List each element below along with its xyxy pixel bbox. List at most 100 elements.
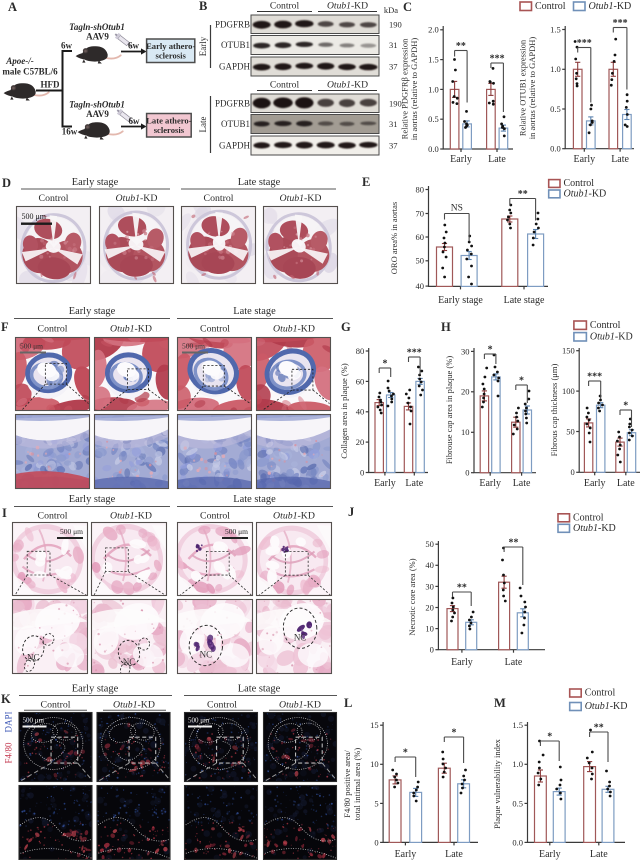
svg-text:Otub1-KD: Otub1-KD: [327, 1, 368, 12]
svg-text:Control: Control: [585, 688, 616, 699]
svg-text:Collagen area in plaque (%): Collagen area in plaque (%): [339, 363, 349, 459]
svg-text:40: 40: [356, 407, 365, 417]
svg-text:1.0: 1.0: [512, 759, 523, 769]
svg-text:F4/80: F4/80: [4, 742, 14, 764]
svg-text:Late: Late: [590, 849, 608, 860]
svg-text:Plaque vulnerability index: Plaque vulnerability index: [492, 738, 502, 828]
svg-text:500 μm: 500 μm: [182, 342, 205, 351]
svg-text:Relative OTUB1 expression: Relative OTUB1 expression: [518, 39, 528, 136]
svg-text:Control: Control: [270, 1, 300, 12]
svg-text:Tagln-shOtub1: Tagln-shOtub1: [69, 100, 125, 110]
svg-text:37: 37: [389, 141, 398, 151]
svg-text:NC: NC: [200, 650, 213, 660]
svg-text:H: H: [441, 320, 451, 334]
svg-text:J: J: [348, 505, 354, 519]
svg-text:1.5: 1.5: [428, 54, 439, 64]
svg-text:Control: Control: [41, 700, 71, 711]
svg-text:Early athero-: Early athero-: [146, 41, 195, 51]
svg-text:Otub1-KD: Otub1-KD: [113, 700, 155, 711]
svg-text:80: 80: [416, 184, 425, 194]
svg-text:NS: NS: [451, 204, 463, 214]
svg-text:Otub1-KD: Otub1-KD: [116, 193, 158, 204]
svg-text:B: B: [199, 0, 207, 13]
svg-text:sclerosis: sclerosis: [155, 51, 186, 61]
svg-text:Control: Control: [204, 193, 234, 204]
svg-text:***: ***: [587, 372, 602, 383]
svg-text:Control: Control: [207, 700, 237, 711]
svg-text:Control: Control: [38, 511, 68, 522]
svg-text:500 μm: 500 μm: [188, 717, 210, 725]
svg-text:D: D: [2, 176, 11, 190]
svg-text:NC: NC: [294, 632, 307, 642]
svg-text:Fibrous cap thickness (μm): Fibrous cap thickness (μm): [549, 364, 559, 457]
svg-text:1.0: 1.0: [550, 64, 561, 74]
svg-text:Otub1-KD: Otub1-KD: [280, 193, 322, 204]
svg-text:50: 50: [425, 539, 434, 549]
svg-text:Early stage: Early stage: [69, 494, 116, 505]
svg-text:*: *: [623, 401, 628, 412]
svg-text:Late: Late: [611, 154, 629, 165]
svg-text:500 μm: 500 μm: [23, 717, 45, 725]
svg-text:60: 60: [416, 232, 425, 242]
svg-text:total intimal area (%): total intimal area (%): [352, 748, 362, 821]
svg-text:Otub1-KD: Otub1-KD: [327, 80, 368, 91]
svg-text:Tagln-shOtub1: Tagln-shOtub1: [69, 22, 125, 32]
svg-text:G: G: [341, 320, 351, 334]
svg-text:E: E: [362, 175, 370, 189]
svg-text:10: 10: [370, 759, 379, 769]
svg-text:20: 20: [356, 437, 365, 447]
svg-text:Late stage: Late stage: [238, 684, 281, 695]
svg-text:*: *: [547, 732, 552, 743]
svg-text:Otub1-KD: Otub1-KD: [590, 332, 633, 343]
svg-text:500 μm: 500 μm: [22, 212, 47, 221]
svg-text:I: I: [2, 506, 7, 520]
svg-text:Control: Control: [590, 320, 621, 331]
svg-text:*: *: [403, 748, 408, 759]
svg-text:0.0: 0.0: [550, 144, 561, 154]
svg-text:Late: Late: [513, 478, 531, 489]
svg-text:0.5: 0.5: [512, 798, 523, 808]
svg-text:in aortas (relative to GAPDH): in aortas (relative to GAPDH): [527, 37, 537, 140]
svg-text:5: 5: [374, 798, 378, 808]
svg-text:500 μm: 500 μm: [20, 342, 43, 351]
svg-text:50: 50: [566, 426, 575, 436]
svg-text:Otub1-KD: Otub1-KD: [110, 324, 152, 335]
svg-text:L: L: [344, 696, 352, 710]
svg-text:1.0: 1.0: [428, 84, 439, 94]
svg-text:Control: Control: [564, 178, 595, 189]
svg-text:0.5: 0.5: [428, 114, 439, 124]
svg-text:70: 70: [416, 208, 425, 218]
svg-text:6w: 6w: [61, 41, 73, 51]
svg-text:Late stage: Late stage: [233, 306, 276, 317]
svg-text:**: **: [456, 41, 466, 52]
svg-text:Control: Control: [38, 324, 68, 335]
svg-text:Early: Early: [539, 849, 561, 860]
svg-text:10: 10: [425, 623, 434, 633]
svg-text:GAPDH: GAPDH: [219, 62, 251, 72]
svg-text:Early stage: Early stage: [438, 295, 483, 306]
svg-text:0: 0: [360, 467, 364, 477]
svg-text:*: *: [488, 345, 493, 356]
svg-text:Otub1-KD: Otub1-KD: [585, 701, 628, 712]
svg-text:Late: Late: [505, 657, 523, 668]
svg-text:100: 100: [562, 386, 575, 396]
svg-text:C: C: [403, 0, 412, 14]
svg-text:Relative PDGFRβ expression: Relative PDGFRβ expression: [400, 38, 410, 139]
svg-text:0: 0: [374, 837, 378, 847]
svg-text:20: 20: [425, 602, 434, 612]
svg-text:Late stage: Late stage: [504, 295, 545, 306]
svg-text:Late: Late: [198, 117, 208, 133]
svg-text:20: 20: [461, 387, 470, 397]
svg-text:Otub1-KD: Otub1-KD: [110, 511, 152, 522]
svg-text:kDa: kDa: [384, 5, 398, 15]
svg-text:Control: Control: [200, 511, 230, 522]
svg-text:2.0: 2.0: [428, 25, 439, 35]
svg-text:F4/80 positive area/: F4/80 positive area/: [342, 750, 352, 818]
svg-text:10: 10: [461, 427, 470, 437]
svg-text:40: 40: [416, 281, 425, 291]
svg-text:**: **: [508, 538, 518, 549]
svg-text:Late stage: Late stage: [233, 494, 276, 505]
svg-text:Control: Control: [39, 193, 69, 204]
svg-text:Early stage: Early stage: [72, 177, 119, 188]
svg-text:HFD: HFD: [41, 80, 60, 90]
